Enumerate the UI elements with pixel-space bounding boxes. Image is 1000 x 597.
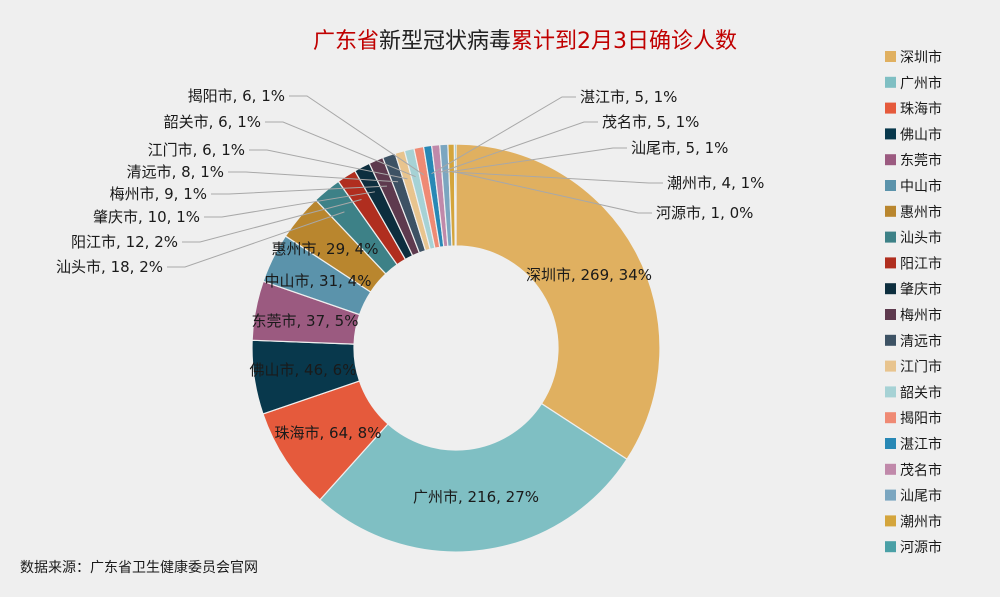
pie-slices — [251, 143, 661, 553]
legend-label-7[interactable]: 汕头市 — [900, 230, 942, 247]
leader-line-9 — [204, 191, 375, 218]
legend-label-18[interactable]: 潮州市 — [900, 513, 942, 530]
legend-label-17[interactable]: 汕尾市 — [900, 488, 942, 505]
leader-line-16 — [438, 121, 598, 174]
leader-line-19 — [455, 171, 652, 214]
legend-swatch-3 — [885, 128, 896, 140]
legend-label-12[interactable]: 江门市 — [900, 359, 942, 376]
legend-label-10[interactable]: 梅州市 — [900, 307, 942, 324]
data-label-2: 珠海市, 64, 8% — [275, 424, 382, 442]
legend-swatch-14 — [885, 412, 896, 424]
chart-title: 广东省新型冠状病毒累计到2月3日确诊人数 — [313, 29, 737, 54]
data-label-8: 阳江市, 12, 2% — [71, 233, 178, 251]
legend-swatch-15 — [885, 438, 896, 449]
legend-label-1[interactable]: 广州市 — [900, 75, 942, 92]
leader-line-13 — [265, 121, 416, 178]
source-note: 数据来源：广东省卫生健康委员会官网 — [20, 559, 258, 576]
legend-swatch-16 — [885, 463, 896, 475]
leader-line-14 — [289, 95, 425, 176]
legend-label-11[interactable]: 清远市 — [900, 333, 942, 350]
data-label-14: 揭阳市, 6, 1% — [188, 87, 285, 105]
legend-label-6[interactable]: 惠州市 — [900, 204, 942, 221]
legend-label-8[interactable]: 阳江市 — [900, 255, 942, 272]
slice-0[interactable] — [455, 143, 661, 461]
leader-line-18 — [451, 171, 663, 184]
leader-line-10 — [211, 185, 387, 195]
data-label-1: 广州市, 216, 27% — [413, 488, 539, 506]
leader-line-12 — [249, 149, 408, 180]
legend: 深圳市广州市珠海市佛山市东莞市中山市惠州市汕头市阳江市肇庆市梅州市清远市江门市韶… — [885, 49, 942, 556]
legend-swatch-1 — [885, 76, 896, 88]
data-label-5: 中山市, 31, 4% — [265, 272, 372, 290]
legend-swatch-6 — [885, 205, 896, 217]
legend-swatch-17 — [885, 489, 896, 501]
data-label-4: 东莞市, 37, 5% — [252, 312, 359, 330]
legend-label-9[interactable]: 肇庆市 — [900, 281, 942, 298]
data-label-3: 佛山市, 46, 6% — [250, 361, 357, 379]
legend-swatch-8 — [885, 257, 896, 269]
title-part-province: 广东省 — [313, 29, 379, 54]
legend-label-4[interactable]: 东莞市 — [900, 152, 942, 169]
data-label-7: 汕头市, 18, 2% — [56, 258, 163, 276]
legend-label-19[interactable]: 河源市 — [900, 539, 942, 556]
legend-swatch-5 — [885, 180, 896, 191]
data-label-13: 韶关市, 6, 1% — [164, 113, 261, 131]
legend-swatch-18 — [885, 515, 896, 527]
data-label-10: 梅州市, 9, 1% — [110, 185, 207, 203]
legend-label-5[interactable]: 中山市 — [900, 178, 942, 195]
title-part-virus: 新型冠状病毒 — [379, 29, 511, 54]
legend-label-15[interactable]: 湛江市 — [900, 436, 942, 453]
legend-label-0[interactable]: 深圳市 — [900, 49, 942, 66]
legend-label-14[interactable]: 揭阳市 — [900, 410, 942, 427]
data-labels: 深圳市, 269, 34% 广州市, 216, 27% 珠海市, 64, 8% 佛山市… — [56, 87, 764, 506]
leader-line-8 — [182, 199, 362, 243]
leader-lines — [167, 95, 663, 268]
data-label-17: 汕尾市, 5, 1% — [631, 139, 728, 157]
leader-line-11 — [228, 171, 399, 183]
data-label-16: 茂名市, 5, 1% — [602, 113, 699, 131]
data-label-19: 河源市, 1, 0% — [656, 204, 753, 222]
data-label-0: 深圳市, 269, 34% — [526, 266, 652, 284]
data-label-11: 清远市, 8, 1% — [127, 163, 224, 181]
legend-label-2[interactable]: 珠海市 — [900, 101, 942, 118]
data-label-15: 湛江市, 5, 1% — [580, 88, 677, 106]
legend-swatch-7 — [885, 231, 896, 243]
legend-swatch-19 — [885, 541, 896, 553]
data-label-12: 江门市, 6, 1% — [148, 141, 245, 159]
leader-line-17 — [445, 147, 627, 173]
slice-1[interactable] — [319, 402, 628, 553]
legend-swatch-13 — [885, 386, 896, 398]
legend-label-13[interactable]: 韶关市 — [900, 384, 942, 401]
legend-swatch-2 — [885, 102, 896, 114]
leader-line-7 — [167, 211, 345, 268]
data-label-18: 潮州市, 4, 1% — [667, 174, 764, 192]
title-part-date: 累计到2月3日确诊人数 — [511, 29, 737, 54]
legend-label-16[interactable]: 茂名市 — [900, 462, 942, 479]
leader-line-15 — [431, 96, 576, 175]
legend-swatch-10 — [885, 309, 896, 320]
legend-swatch-9 — [885, 283, 896, 295]
slice-19[interactable] — [453, 143, 457, 247]
legend-swatch-12 — [885, 360, 896, 372]
data-label-9: 肇庆市, 10, 1% — [93, 208, 200, 226]
legend-swatch-4 — [885, 154, 896, 166]
data-label-6: 惠州市, 29, 4% — [272, 240, 379, 258]
legend-swatch-0 — [885, 51, 896, 62]
legend-swatch-11 — [885, 334, 896, 346]
legend-label-3[interactable]: 佛山市 — [900, 126, 942, 143]
